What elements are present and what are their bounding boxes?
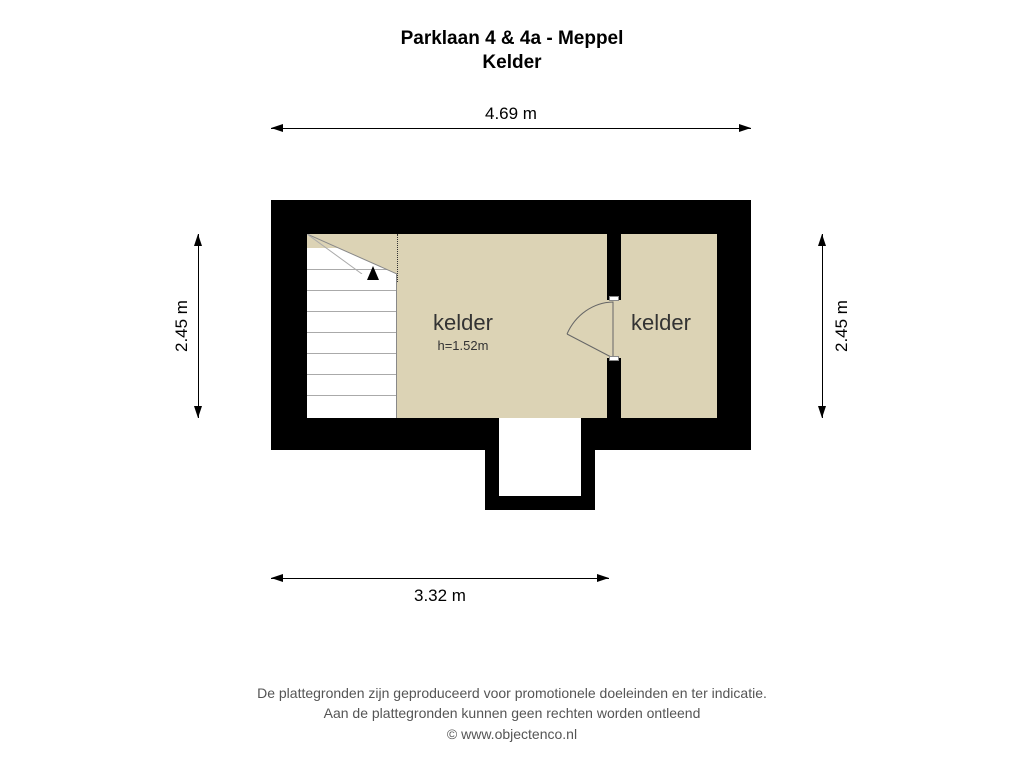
stairs-dotted-line bbox=[397, 234, 398, 282]
stair-tread bbox=[307, 353, 396, 354]
stair-tread bbox=[307, 374, 396, 375]
stair-tread bbox=[307, 311, 396, 312]
stair-tread bbox=[307, 332, 396, 333]
appendix-interior bbox=[499, 418, 581, 496]
door-frame-bottom bbox=[609, 356, 619, 361]
dim-right-line bbox=[822, 234, 823, 418]
door-swing-icon bbox=[559, 298, 619, 360]
stairs-top-wedge bbox=[307, 234, 397, 274]
stair-tread bbox=[307, 290, 396, 291]
floorplan: kelder h=1.52m kelder bbox=[271, 200, 751, 510]
footer: De plattegronden zijn geproduceerd voor … bbox=[0, 683, 1024, 744]
dim-left-line bbox=[198, 234, 199, 418]
room-main-label: kelder h=1.52m bbox=[433, 310, 493, 353]
dim-right-label: 2.45 m bbox=[832, 234, 852, 418]
footer-line1: De plattegronden zijn geproduceerd voor … bbox=[0, 683, 1024, 703]
dim-top-label: 4.69 m bbox=[271, 104, 751, 124]
dim-left-label: 2.45 m bbox=[172, 234, 192, 418]
floorplan-stage: 4.69 m 3.32 m 2.45 m 2.45 m bbox=[0, 0, 1024, 768]
dim-bottom-line bbox=[271, 578, 609, 579]
stairs-arrow-icon bbox=[367, 266, 379, 280]
dim-top-line bbox=[271, 128, 751, 129]
door-frame-top bbox=[609, 296, 619, 301]
room-small-label: kelder bbox=[631, 310, 691, 336]
stair-tread bbox=[307, 395, 396, 396]
room-small-name: kelder bbox=[631, 310, 691, 336]
room-main-height: h=1.52m bbox=[433, 338, 493, 353]
footer-line3: © www.objectenco.nl bbox=[0, 724, 1024, 744]
footer-line2: Aan de plattegronden kunnen geen rechten… bbox=[0, 703, 1024, 723]
room-main-name: kelder bbox=[433, 310, 493, 336]
dim-bottom-label: 3.32 m bbox=[271, 586, 609, 606]
